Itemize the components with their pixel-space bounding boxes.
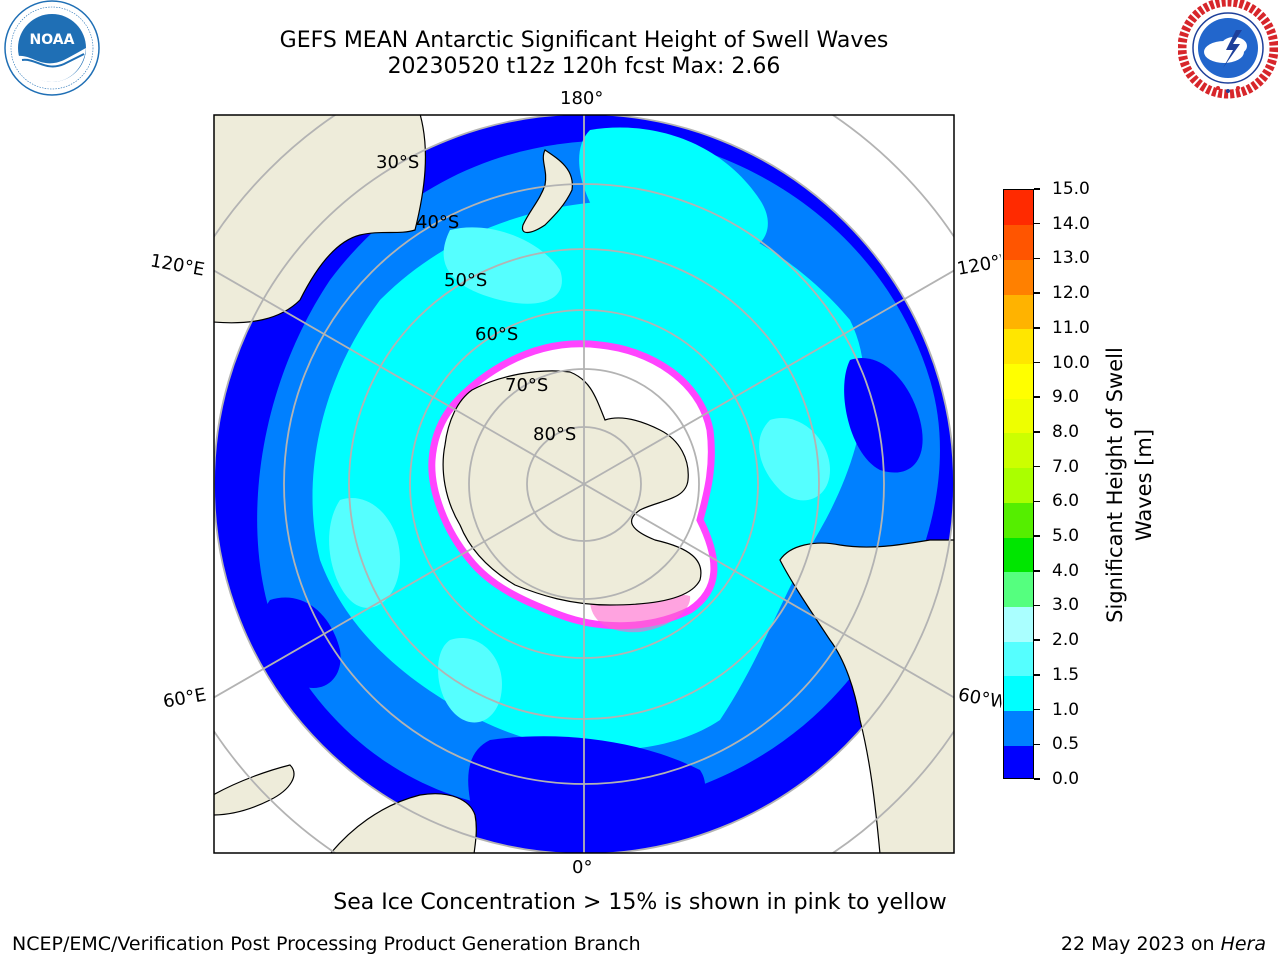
colorbar-tick-label: 13.0 [1052,248,1090,269]
footer-host: Hera [1220,933,1266,955]
colorbar-tick-label: 0.0 [1052,769,1080,789]
colorbar-tick-mark [1034,674,1040,676]
colorbar-segment [1004,398,1033,434]
colorbar-tick-mark [1034,708,1040,711]
colorbar-segment [1004,745,1033,778]
noaa-logo: NOAA [4,0,100,96]
colorbar-segment [1004,675,1033,712]
colorbar-tick-label: 3.0 [1052,595,1080,616]
colorbar-segment [1004,294,1033,330]
title-line-1: GEFS MEAN Antarctic Significant Height o… [279,28,889,53]
colorbar-tick-mark [1034,222,1040,225]
colorbar-tick-mark [1034,431,1040,433]
antarctica-land [442,370,702,606]
colorbar-tick-mark [1034,604,1040,607]
colorbar-segment [1004,224,1033,260]
noaa-logo-text: NOAA [30,32,75,48]
lon-label-left-upper: 120°E [148,250,207,281]
colorbar-segment [1004,259,1033,295]
footer-date-text: 22 May 2023 on [1060,933,1221,955]
colorbar-segment [1004,328,1033,365]
colorbar-tick-label: 14.0 [1052,213,1090,234]
lon-label-bottom: 0° [572,857,593,878]
colorbar-tick-label: 7.0 [1052,456,1080,477]
swell-patch-light-4 [438,638,502,723]
colorbar-segment [1004,467,1033,503]
colorbar-tick-label: 2.0 [1052,630,1080,651]
swell-patch-low-3 [844,358,923,473]
colorbar-label-line-2: Waves [m] [1132,428,1156,542]
colorbar-tick-mark [1034,778,1040,780]
swell-patch-light-3 [759,418,830,501]
lat-label-40s: 40°S [416,212,460,233]
colorbar-segment [1004,710,1033,746]
australia-land [214,115,427,324]
colorbar-tick-mark [1034,500,1040,503]
colorbar [1003,189,1034,779]
colorbar-segment [1004,363,1033,399]
lon-label-right-lower: 60°W [956,684,1004,713]
colorbar-tick-label: 8.0 [1052,421,1080,442]
colorbar-tick-mark [1034,292,1040,294]
title-line-2: 20230520 t12z 120h fcst Max: 2.66 [387,54,781,79]
colorbar-label-line-1: Significant Height of Swell [1103,347,1127,623]
swell-patch-light-1 [443,227,562,304]
colorbar-segment [1004,606,1033,642]
colorbar-tick-mark [1034,743,1040,746]
colorbar-tick-label: 1.0 [1052,699,1080,720]
colorbar-tick-mark [1034,535,1040,537]
colorbar-tick-label: 9.0 [1052,387,1080,408]
lat-label-70s: 70°S [505,375,549,396]
colorbar-tick-mark [1034,361,1040,364]
swell-patch-light-2 [329,498,400,608]
swell-patch-low-1 [468,736,706,851]
colorbar-segment [1004,432,1033,469]
lat-label-30s: 30°S [376,152,420,173]
new-zealand-land [521,149,573,234]
swell-patch-upper [579,127,768,252]
colorbar-tick-label: 6.0 [1052,491,1080,512]
colorbar-tick-label: 12.0 [1052,283,1090,304]
south-america-land [779,539,954,853]
meridian-lines [214,115,954,853]
colorbar-tick-label: 11.0 [1052,317,1090,338]
lon-label-left-lower: 60°E [161,684,208,713]
colorbar-tick-mark [1034,327,1040,329]
colorbar-tick-label: 10.0 [1052,352,1090,373]
colorbar-tick-label: 0.5 [1052,734,1080,755]
footer-date: 22 May 2023 on Hera [1061,933,1266,955]
colorbar-segment [1004,571,1033,607]
colorbar-segment [1004,502,1033,538]
colorbar-tick-mark [1034,396,1040,398]
colorbar-tick-label: 4.0 [1052,560,1080,581]
footer-branch: NCEP/EMC/Verification Post Processing Pr… [12,933,641,955]
colorbar-tick-mark [1034,570,1040,572]
colorbar-tick-mark [1034,639,1040,641]
nws-logo [1178,0,1278,99]
swell-patch-low-2 [262,597,341,689]
colorbar-tick-mark [1034,465,1040,468]
map-frame [213,114,955,854]
lat-label-80s: 80°S [533,424,577,445]
lat-label-50s: 50°S [444,270,488,291]
lat-label-60s: 60°S [475,324,519,345]
polar-map [213,114,955,854]
lon-label-right-upper: 120°W [955,251,1004,280]
colorbar-tick-mark [1034,188,1040,190]
colorbar-segment [1004,641,1033,677]
sea-ice-caption: Sea Ice Concentration > 15% is shown in … [333,890,947,915]
colorbar-tick-label: 1.5 [1052,664,1080,685]
colorbar-tick-mark [1034,257,1040,260]
colorbar-tick-label: 15.0 [1052,179,1090,199]
colorbar-segment [1004,537,1033,573]
colorbar-segment [1004,190,1033,226]
colorbar-tick-label: 5.0 [1052,526,1080,547]
lon-label-top: 180° [560,88,604,109]
